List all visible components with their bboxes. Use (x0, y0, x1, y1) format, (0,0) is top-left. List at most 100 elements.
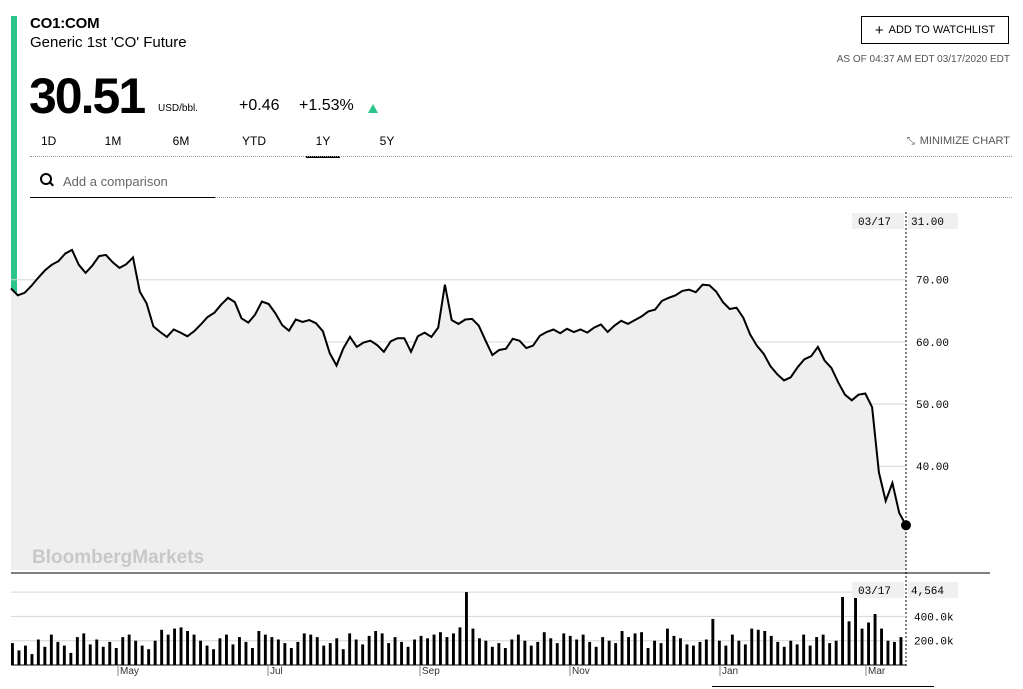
volume-bar (737, 640, 741, 665)
volume-bar (88, 644, 92, 665)
last-date-tag (852, 213, 904, 229)
volume-bar (640, 632, 643, 665)
price-tick-label: 50.00 (916, 400, 949, 412)
price-change-percent: +1.53% (299, 97, 354, 114)
volume-bar (82, 633, 86, 665)
volume-bar (808, 645, 812, 665)
volume-bar (717, 640, 721, 665)
volume-bar (750, 628, 754, 665)
price-chart: 70.00 60.00 50.00 40.00 03/17 31.00 Bloomberg… (10, 212, 990, 677)
volume-bar (426, 638, 429, 665)
tab-1d[interactable]: 1D (41, 134, 57, 148)
tab-divider (30, 156, 1012, 157)
volume-bar (393, 637, 397, 665)
volume-bar (893, 641, 896, 665)
last-value-tag (908, 213, 958, 229)
up-triangle-icon (368, 104, 378, 113)
volume-bar (490, 646, 494, 665)
volume-bar (108, 641, 112, 665)
volume-bar (75, 637, 79, 665)
volume-bar (575, 639, 579, 665)
volume-bar (704, 639, 708, 665)
volume-bar (555, 643, 559, 665)
volume-bar (296, 641, 300, 665)
volume-bar (653, 640, 656, 665)
volume-bar (147, 649, 151, 665)
volume-bar (549, 638, 553, 665)
tab-6m[interactable]: 6M (172, 134, 190, 148)
volume-bars (11, 592, 903, 665)
volume-bar (413, 639, 416, 665)
volume-bar (367, 635, 371, 665)
volume-bar (698, 641, 702, 665)
volume-bar (503, 648, 507, 665)
volume-bar (601, 637, 605, 665)
volume-value-label: 4,564 (911, 586, 944, 598)
accent-bar (11, 16, 17, 308)
volume-bar (782, 646, 786, 665)
volume-bar (134, 640, 138, 665)
volume-bar (581, 634, 585, 665)
volume-bar (173, 628, 176, 665)
volume-bar (886, 640, 890, 665)
x-tick-label: May (120, 666, 139, 677)
volume-bar (724, 645, 728, 665)
volume-bar (789, 640, 793, 665)
volume-bar (328, 643, 332, 665)
volume-value-tag (908, 582, 958, 598)
price-change: +0.46 (239, 97, 280, 114)
volume-bar (484, 640, 488, 665)
volume-tick-label: 200.0k (914, 637, 954, 649)
volume-bar (283, 643, 287, 665)
comparison-input[interactable] (61, 172, 215, 190)
volume-bar (257, 631, 261, 665)
volume-bar (679, 638, 682, 665)
volume-bar (225, 634, 228, 665)
volume-bar (471, 628, 475, 665)
volume-bar (743, 644, 747, 665)
last-date-label: 03/17 (858, 217, 891, 229)
volume-bar (588, 641, 592, 665)
volume-bar (95, 639, 99, 665)
volume-bar (646, 648, 650, 665)
volume-bar (361, 644, 365, 665)
tab-ytd[interactable]: YTD (242, 134, 266, 148)
add-to-watchlist-button[interactable]: + ADD TO WATCHLIST (861, 16, 1009, 44)
tab-1m[interactable]: 1M (104, 134, 122, 148)
volume-bar (769, 635, 773, 665)
volume-bar (776, 641, 780, 665)
volume-bar (542, 632, 546, 665)
tab-1y[interactable]: 1Y (306, 128, 340, 158)
tab-5y[interactable]: 5Y (379, 134, 395, 148)
volume-bar (465, 592, 468, 665)
instrument-name: Generic 1st 'CO' Future (30, 34, 187, 51)
volume-bar (458, 627, 462, 665)
volume-bar (315, 637, 319, 665)
volume-date-tag (852, 582, 904, 598)
volume-bar (516, 634, 520, 665)
minimize-chart-button[interactable]: ⤡ MINIMIZE CHART (907, 135, 1010, 147)
volume-bar (43, 646, 47, 665)
volume-bar (121, 637, 125, 665)
volume-bar (251, 648, 254, 665)
watermark: BloombergMarkets (32, 547, 204, 568)
volume-bar (763, 631, 767, 665)
volume-bar (847, 621, 851, 665)
volume-bar (419, 635, 423, 665)
volume-bar (387, 643, 391, 665)
volume-date-label: 03/17 (858, 586, 891, 598)
volume-bar (854, 592, 857, 665)
volume-bar (302, 633, 306, 665)
volume-tick-label: 400.0k (914, 612, 954, 624)
volume-bar (354, 639, 358, 665)
volume-bar (212, 649, 215, 665)
volume-bar (432, 634, 436, 665)
minimize-icon: ⤡ (906, 135, 915, 147)
volume-bar (400, 641, 403, 665)
x-tick-label: Sep (422, 666, 440, 677)
volume-bar (114, 648, 118, 665)
volume-bar (828, 643, 832, 665)
volume-bar (841, 597, 844, 665)
volume-bar (160, 629, 164, 665)
volume-bar (238, 637, 241, 665)
